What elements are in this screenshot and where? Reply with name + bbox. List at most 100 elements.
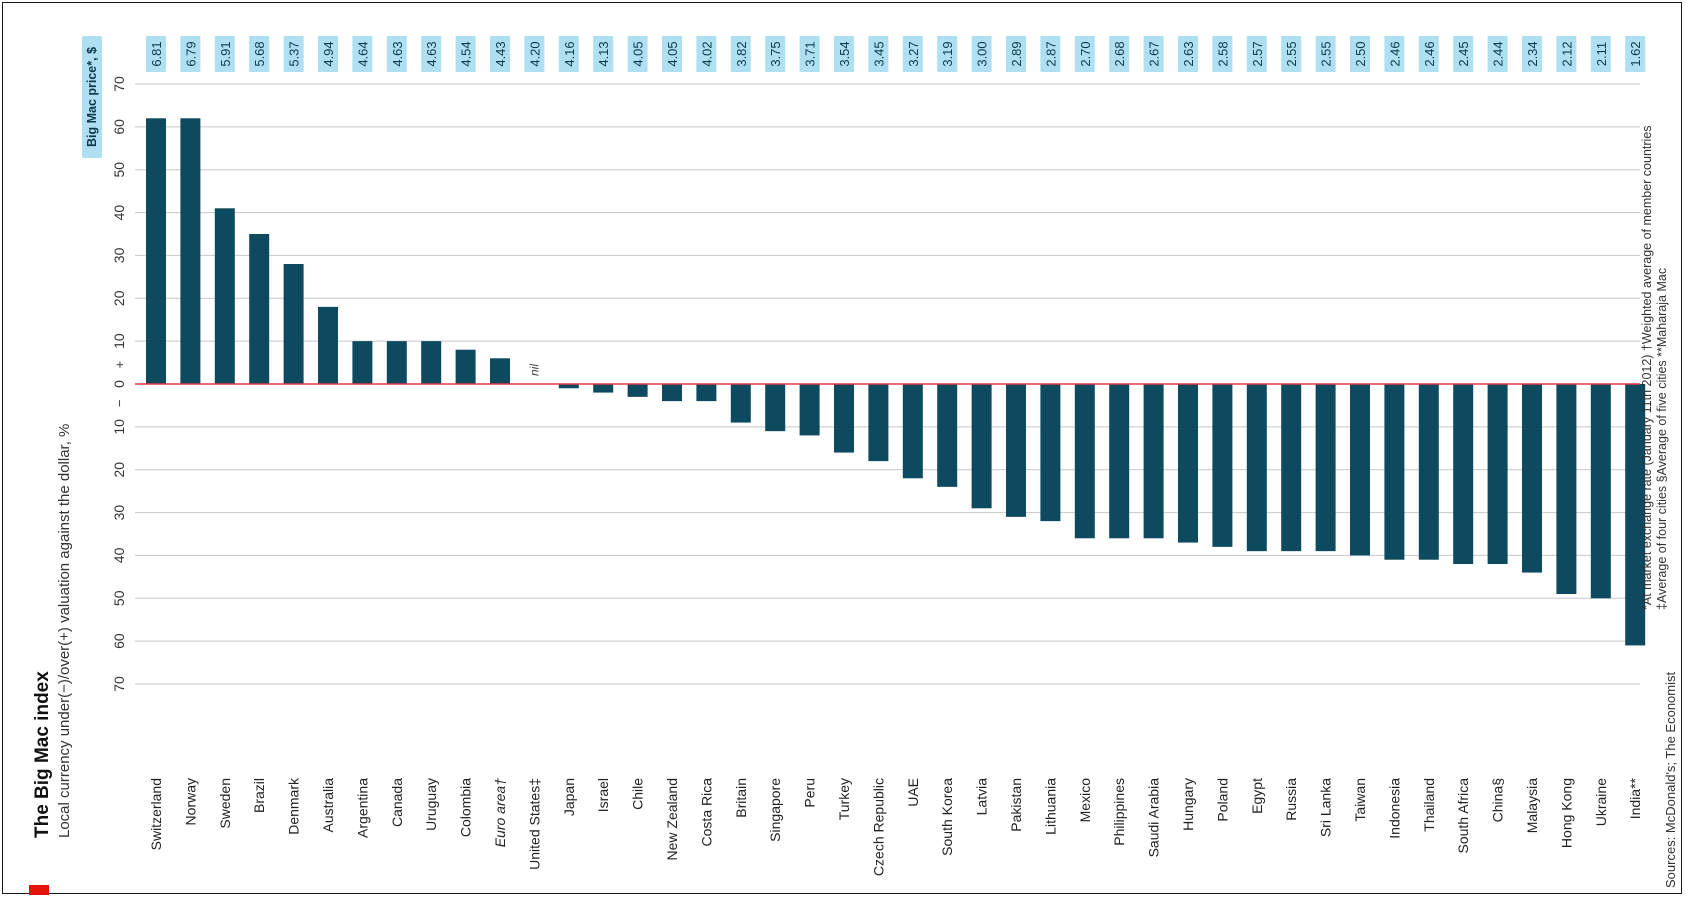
price-value: 4.20 [527,41,542,66]
price-badge [1315,36,1336,72]
y-tick-label: 70 [111,76,127,92]
bar-colombia [455,349,476,384]
bar-indonesia [1384,384,1405,560]
bar-latvia [971,384,992,509]
price-badge [421,36,442,72]
bar-britain [730,384,751,423]
category-label: Switzerland [148,778,164,850]
price-value: 2.45 [1456,41,1471,66]
price-value: 5.68 [252,41,267,66]
category-label: Malaysia [1524,778,1540,833]
category-label: Uruguay [423,778,439,831]
price-value: 4.16 [562,41,577,66]
price-badge [1556,36,1577,72]
bar-costa-rica [696,384,717,402]
price-value: 2.50 [1353,41,1368,66]
category-label: Brazil [251,778,267,813]
category-label: Japan [561,778,577,816]
price-value: 5.91 [218,41,233,66]
sources-note: Sources: McDonald's; The Economist [1663,671,1678,888]
category-label: Hong Kong [1558,778,1574,848]
category-label: Pakistan [1008,778,1024,832]
bar-ukraine [1590,384,1611,599]
price-badge [180,36,201,72]
price-badge [1212,36,1233,72]
category-label: Chile [630,778,646,810]
price-value: 4.94 [321,41,336,66]
price-badge [386,36,407,72]
category-label: Latvia [974,778,990,816]
price-badge [1040,36,1061,72]
category-label: Argentina [354,778,370,838]
price-axis-label: Big Mac price*, $ [85,47,99,147]
price-badge [1281,36,1302,72]
price-value: 4.05 [631,41,646,66]
y-tick-label: 50 [111,162,127,178]
category-label: Egypt [1249,778,1265,814]
price-badge [283,36,304,72]
chart-subtitle: Local currency under(−)/over(+) valuatio… [56,423,73,838]
bar-sweden [214,208,235,384]
category-label: South Korea [939,778,955,856]
price-badge [765,36,786,72]
category-label: Australia [320,778,336,833]
price-badge [524,36,545,72]
price-value: 2.44 [1491,41,1506,66]
y-tick-label: 40 [111,205,127,221]
bar-lithuania [1040,384,1061,522]
category-label: New Zealand [664,778,680,861]
price-badge [1487,36,1508,72]
price-value: 3.75 [768,41,783,66]
bar-switzerland [146,118,166,385]
price-value: 1.62 [1628,41,1643,66]
bar-uruguay [421,341,442,384]
price-value: 2.57 [1250,41,1265,66]
y-tick-label: 10 [111,333,127,349]
category-label: United States‡ [526,778,542,870]
price-badge [730,36,751,72]
category-label: Denmark [286,777,302,835]
price-value: 6.79 [183,41,198,66]
price-value: 2.87 [1043,41,1058,66]
price-badge [868,36,889,72]
bar-russia [1281,384,1302,552]
bar-japan [558,384,579,389]
y-tick-label: 30 [111,247,127,263]
category-label: Saudi Arabia [1146,778,1162,858]
category-label: Indonesia [1386,778,1402,839]
price-value: 3.54 [837,41,852,66]
bar-egypt [1246,384,1267,552]
price-value: 5.37 [287,41,302,66]
price-value: 2.67 [1147,41,1162,66]
nil-label: nil [527,364,541,376]
price-badge [937,36,958,72]
price-value: 4.64 [355,41,370,66]
category-label: Hungary [1180,778,1196,831]
price-value: 3.45 [871,41,886,66]
category-label: Czech Republic [870,778,886,876]
price-badge [834,36,854,72]
price-badge [1384,36,1405,72]
price-value: 4.54 [459,41,474,66]
price-label-box [82,36,102,158]
bar-south-korea [937,384,958,487]
bar-mexico [1074,384,1095,539]
price-value: 2.58 [1215,41,1230,66]
price-value: 2.63 [1181,41,1196,66]
category-label: Taiwan [1352,778,1368,822]
chart-title: The Big Mac index [32,671,53,838]
bar-denmark [283,264,304,384]
price-badge [1522,36,1542,72]
category-label: South Africa [1455,778,1471,854]
category-label: Euro area† [492,778,508,847]
price-badge [1246,36,1267,72]
price-value: 3.82 [734,41,749,66]
y-tick-label: 50 [111,590,127,606]
price-badge [1418,36,1439,72]
bar-pakistan [1006,384,1026,517]
bar-canada [386,341,407,384]
price-badge [971,36,992,72]
category-label: Canada [389,778,405,827]
category-label: Poland [1214,778,1230,822]
